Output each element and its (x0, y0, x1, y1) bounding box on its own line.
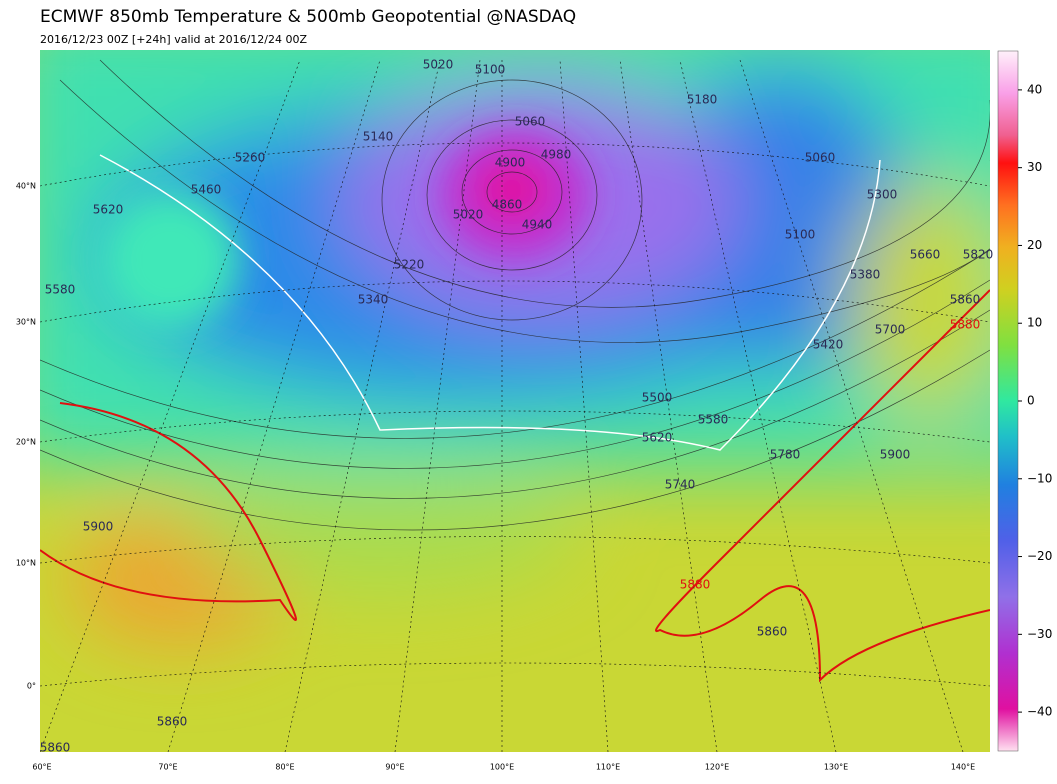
colorbar-tick-label: 0 (1027, 394, 1035, 408)
contour-label: 5420 (813, 338, 844, 352)
contour-label: 5880 (680, 578, 711, 592)
contour-label: 5460 (191, 183, 222, 197)
contour-label: 4900 (495, 156, 526, 170)
lon-label: 130°E (824, 763, 848, 772)
contour-label: 5780 (770, 448, 801, 462)
contour-label: 5900 (880, 448, 911, 462)
contour-label: 5180 (687, 93, 718, 107)
lon-label: 70°E (158, 763, 177, 772)
colorbar (997, 50, 1019, 752)
colorbar-tick-label: −40 (1027, 705, 1052, 719)
contour-label: 5100 (475, 63, 506, 77)
lon-label: 80°E (275, 763, 294, 772)
contour-label: 5660 (910, 248, 941, 262)
lat-label: 40°N (16, 182, 36, 191)
contour-label: 5060 (515, 115, 546, 129)
lon-label: 60°E (32, 763, 51, 772)
contour-label: 5740 (665, 478, 696, 492)
lat-label: 30°N (16, 318, 36, 327)
colorbar-tick-label: 20 (1027, 238, 1042, 252)
contour-label: 5860 (40, 741, 71, 755)
contour-label: 5580 (698, 413, 729, 427)
contour-label: 4980 (541, 148, 572, 162)
subtitle: 2016/12/23 00Z [+24h] valid at 2016/12/2… (40, 33, 307, 46)
contour-label: 5620 (642, 431, 673, 445)
contour-label: 5500 (642, 391, 673, 405)
contour-label: 4940 (522, 218, 553, 232)
contour-label: 5020 (423, 58, 454, 72)
contour-label: 5220 (394, 258, 425, 272)
lon-label: 120°E (705, 763, 729, 772)
contour-label: 5860 (757, 625, 788, 639)
contour-label: 5580 (45, 283, 76, 297)
colorbar-tick-label: 40 (1027, 82, 1042, 96)
title: ECMWF 850mb Temperature & 500mb Geopoten… (40, 7, 576, 27)
map-area (40, 50, 990, 752)
contour-label: 4860 (492, 198, 523, 212)
colorbar-tick-label: −20 (1027, 549, 1052, 563)
contour-label: 5380 (850, 268, 881, 282)
contour-label: 5700 (875, 323, 906, 337)
lon-label: 110°E (596, 763, 620, 772)
contour-label: 5860 (157, 715, 188, 729)
contour-label: 5880 (950, 318, 981, 332)
contour-label: 5260 (235, 151, 266, 165)
contour-label: 5860 (950, 293, 981, 307)
contour-label: 5300 (867, 188, 898, 202)
contour-label: 5620 (93, 203, 124, 217)
lon-label: 90°E (385, 763, 404, 772)
lat-label: 20°N (16, 438, 36, 447)
colorbar-tick-label: 30 (1027, 160, 1042, 174)
lon-label: 100°E (490, 763, 514, 772)
contour-label: 5020 (453, 208, 484, 222)
lat-label: 0° (27, 682, 36, 691)
colorbar-tick-label: −30 (1027, 627, 1052, 641)
colorbar-tick-label: 10 (1027, 316, 1042, 330)
contour-label: 5060 (805, 151, 836, 165)
contour-label: 5100 (785, 228, 816, 242)
lat-label: 10°N (16, 559, 36, 568)
contour-label: 5340 (358, 293, 389, 307)
lon-label: 140°E (951, 763, 975, 772)
contour-label: 5820 (963, 248, 994, 262)
contour-label: 5900 (83, 520, 114, 534)
contour-label: 5140 (363, 130, 394, 144)
colorbar-tick-label: −10 (1027, 471, 1052, 485)
